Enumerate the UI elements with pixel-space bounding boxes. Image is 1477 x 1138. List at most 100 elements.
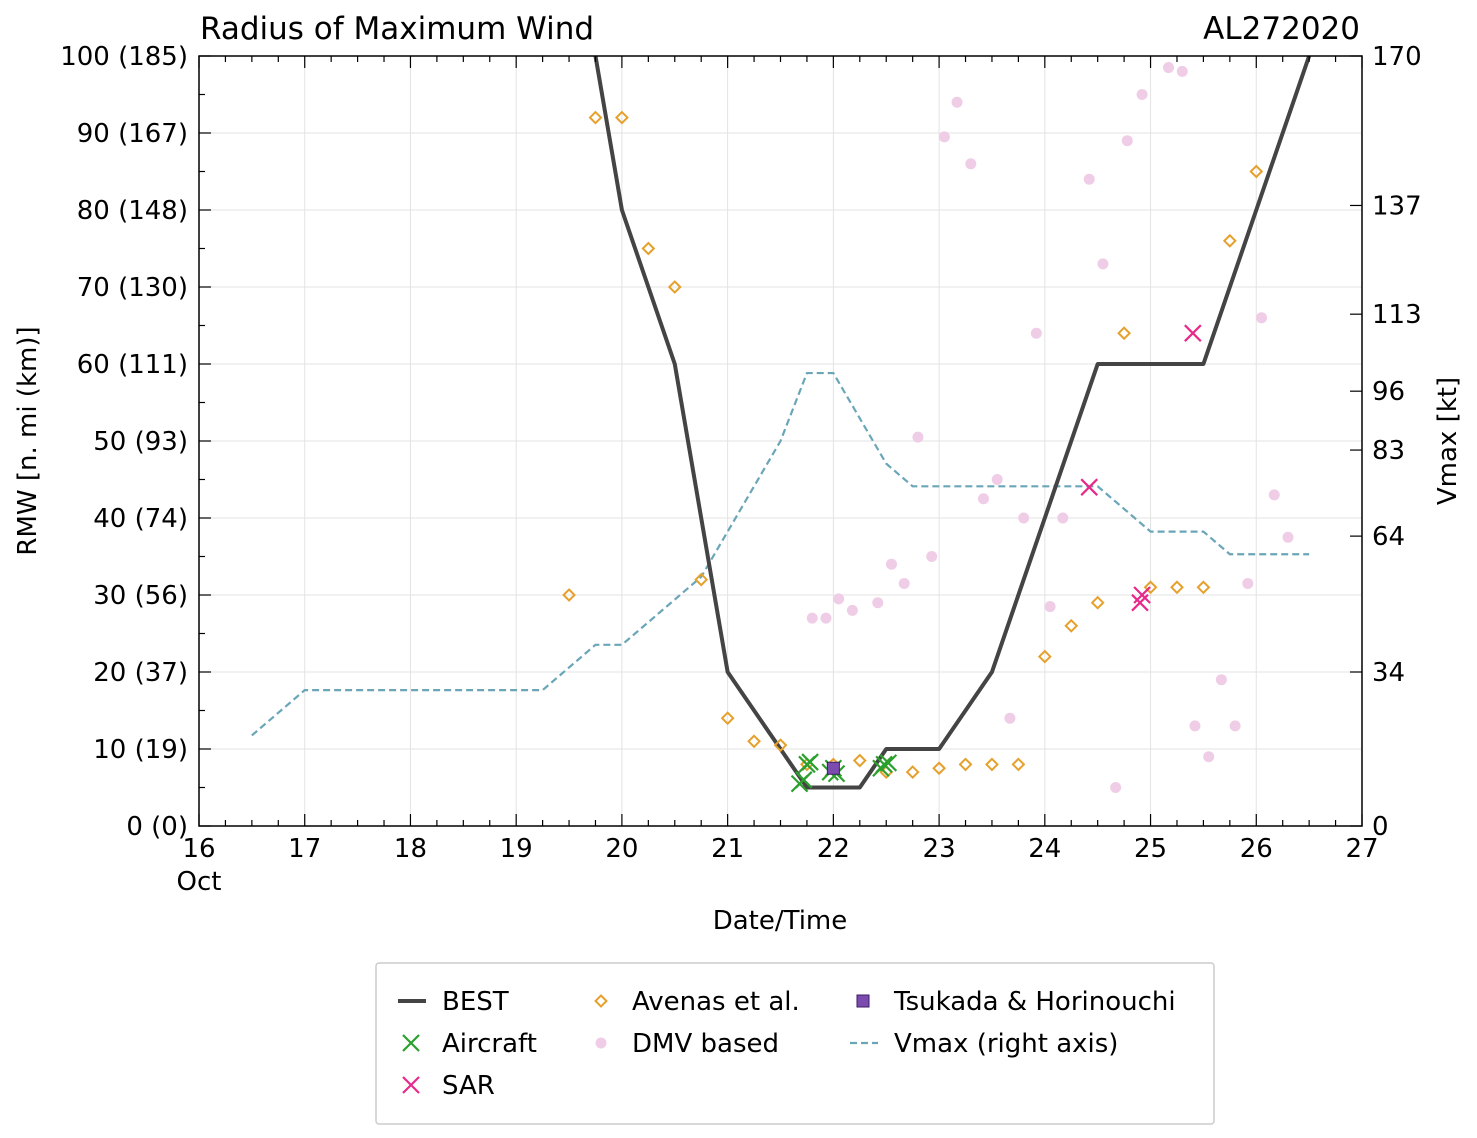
dmv-based-marker	[1083, 173, 1095, 185]
aircraft-marker	[875, 755, 893, 774]
legend-label-sar: SAR	[442, 1071, 495, 1101]
avenas-et-al-marker	[1090, 595, 1105, 610]
dmv-based-marker	[977, 493, 989, 505]
avenas-et-al-marker	[562, 588, 576, 602]
legend-item-tsukada-horinouchi: Tsukada & Horinouchi	[856, 987, 1176, 1017]
dmv-based-marker	[820, 612, 832, 624]
x-tick-label: 18	[394, 834, 427, 864]
avenas-et-al-marker	[747, 734, 761, 749]
x-tick-label: 27	[1345, 834, 1378, 864]
x-tick-label: 26	[1240, 834, 1273, 864]
dmv-based-marker	[1121, 135, 1133, 147]
avenas-et-al-marker	[1064, 618, 1079, 633]
dmv-based-marker	[1136, 89, 1148, 100]
dmv-based-marker	[1110, 782, 1122, 793]
avenas-et-al-marker	[1222, 233, 1237, 248]
legend-label-best: BEST	[442, 987, 509, 1017]
axis-ticks: 16 17 18 19 20 21 22 23 24 25 26 27 Oct 0 (0) 10 (19) 2…	[60, 42, 1421, 897]
y-tick-label: 80 (148)	[77, 196, 188, 226]
avenas-et-al-marker	[905, 765, 920, 780]
dmv-based-marker	[1215, 674, 1227, 686]
dmv-based-marker	[926, 551, 938, 562]
avenas-et-al-marker	[852, 753, 867, 768]
avenas-et-al-marker	[1011, 757, 1026, 772]
dmv-based-marker	[1229, 720, 1241, 732]
vmax-right-axis-line	[251, 371, 1310, 737]
y-tick-label: 90 (167)	[77, 119, 188, 149]
avenas-et-al-marker	[588, 110, 603, 125]
y-tick-label: 40 (74)	[93, 504, 188, 534]
plot-area	[251, 56, 1312, 793]
legend-swatch-aircraft	[402, 1034, 420, 1052]
dmv-based-marker	[1018, 512, 1030, 524]
dmv-based-marker	[1057, 512, 1069, 524]
dmv-based-marker	[1282, 531, 1294, 543]
right-tick-label: 34	[1372, 658, 1405, 688]
dmv-based-marker	[1256, 312, 1268, 324]
right-tick-label: 0	[1372, 812, 1389, 842]
avenas-et-al-marker	[614, 110, 629, 125]
y-tick-label: 10 (19)	[93, 735, 188, 765]
avenas-et-al-marker	[773, 738, 788, 753]
avenas-et-al-marker	[1037, 649, 1052, 664]
y-tick-label: 20 (37)	[93, 658, 188, 688]
dmv-based-marker	[991, 474, 1003, 485]
legend-label-dmv-based: DMV based	[632, 1029, 779, 1059]
legend-swatch-sar	[402, 1076, 420, 1094]
legend-item-vmax-right-axis: Vmax (right axis)	[850, 1029, 1118, 1059]
y-axis-label: RMW [n. mi (km)]	[13, 326, 43, 555]
dmv-based-marker	[806, 612, 818, 624]
legend-item-aircraft: Aircraft	[402, 1029, 537, 1059]
legend-items: BEST Avenas et al. Tsukada & Horinouchi Air…	[398, 987, 1176, 1101]
legend-label-avenas-et-al: Avenas et al.	[632, 987, 800, 1017]
y-tick-label: 0 (0)	[126, 812, 188, 842]
right-tick-label: 113	[1372, 300, 1422, 330]
dmv-based-marker	[898, 577, 910, 589]
dmv-based-marker	[1268, 489, 1280, 501]
y-tick-label: 70 (130)	[77, 273, 188, 303]
x-tick-label: 22	[817, 834, 850, 864]
x-tick-label: 16	[182, 834, 215, 864]
dmv-based-marker	[872, 597, 884, 609]
best-line	[593, 56, 1312, 790]
avenas-et-al-marker	[1170, 580, 1184, 595]
legend-item-avenas-et-al: Avenas et al.	[594, 987, 800, 1017]
x-tick-label: 17	[288, 834, 321, 864]
right-tick-label: 170	[1372, 42, 1422, 72]
dmv-based-marker	[1030, 327, 1042, 339]
sar-marker	[1133, 586, 1151, 604]
right-tick-label: 64	[1372, 522, 1405, 552]
avenas-et-al-marker	[985, 757, 999, 772]
right-tick-label: 96	[1372, 377, 1405, 407]
series-layer	[251, 56, 1312, 793]
aircraft-marker	[801, 753, 819, 771]
y-axis-label-right: Vmax [kt]	[1433, 377, 1463, 505]
avenas-et-al-marker	[932, 761, 947, 776]
chart-title: Radius of Maximum Wind	[200, 11, 594, 47]
x-tick-label: 19	[500, 834, 533, 864]
dmv-based-marker	[1242, 577, 1254, 589]
dmv-based-marker	[1189, 720, 1201, 732]
storm-id: AL272020	[1203, 11, 1360, 47]
dmv-based-marker	[912, 431, 924, 443]
legend-item-dmv-based: DMV based	[595, 1029, 779, 1059]
x-tick-label: 23	[923, 834, 956, 864]
dmv-based-marker	[951, 96, 963, 108]
avenas-et-al-marker	[1143, 580, 1158, 595]
avenas-et-al-marker	[641, 241, 656, 256]
legend-item-best: BEST	[398, 987, 509, 1017]
x-tick-label: 25	[1134, 834, 1167, 864]
legend-label-vmax-right-axis: Vmax (right axis)	[894, 1029, 1118, 1059]
dmv-based-marker	[1044, 601, 1056, 613]
x-tick-label: 20	[605, 834, 638, 864]
right-tick-label: 83	[1372, 436, 1405, 466]
y-tick-label: 60 (111)	[77, 350, 188, 380]
legend-label-tsukada-horinouchi: Tsukada & Horinouchi	[893, 987, 1176, 1017]
dmv-based-marker	[1097, 258, 1109, 270]
x-tick-label: 21	[711, 834, 744, 864]
y-tick-label: 100 (185)	[60, 42, 188, 72]
dmv-based-marker	[833, 593, 845, 605]
legend-swatch-avenas-et-al	[594, 994, 608, 1008]
